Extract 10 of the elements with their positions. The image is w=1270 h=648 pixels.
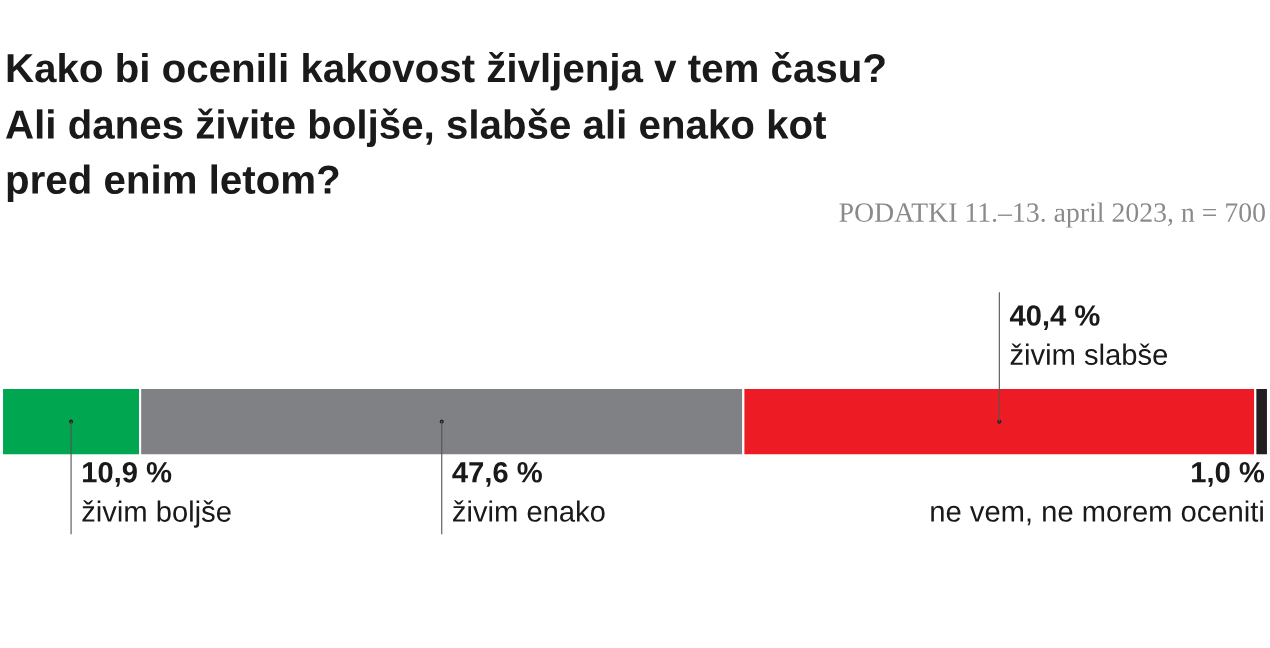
series-label: živim enako <box>453 500 605 522</box>
data-label: 40,4 % <box>1009 305 1100 331</box>
series-label: ne vem, ne morem oceniti <box>931 500 1263 526</box>
data-label: 47,6 % <box>452 461 542 487</box>
text: PODATKI 11.–13. april 2023, n = 700 <box>839 202 1265 228</box>
series-label: živim slabše <box>1010 343 1168 366</box>
data-label: 10,9 % <box>83 461 172 487</box>
chart-title: Kako bi ocenili kakovost življenja v tem času? Ali danes živite boljše, slabše ali enako kot pred enim letom? <box>6 52 885 202</box>
data-label: 1,0 % <box>1192 461 1265 487</box>
series-label: živim boljše <box>82 500 231 528</box>
